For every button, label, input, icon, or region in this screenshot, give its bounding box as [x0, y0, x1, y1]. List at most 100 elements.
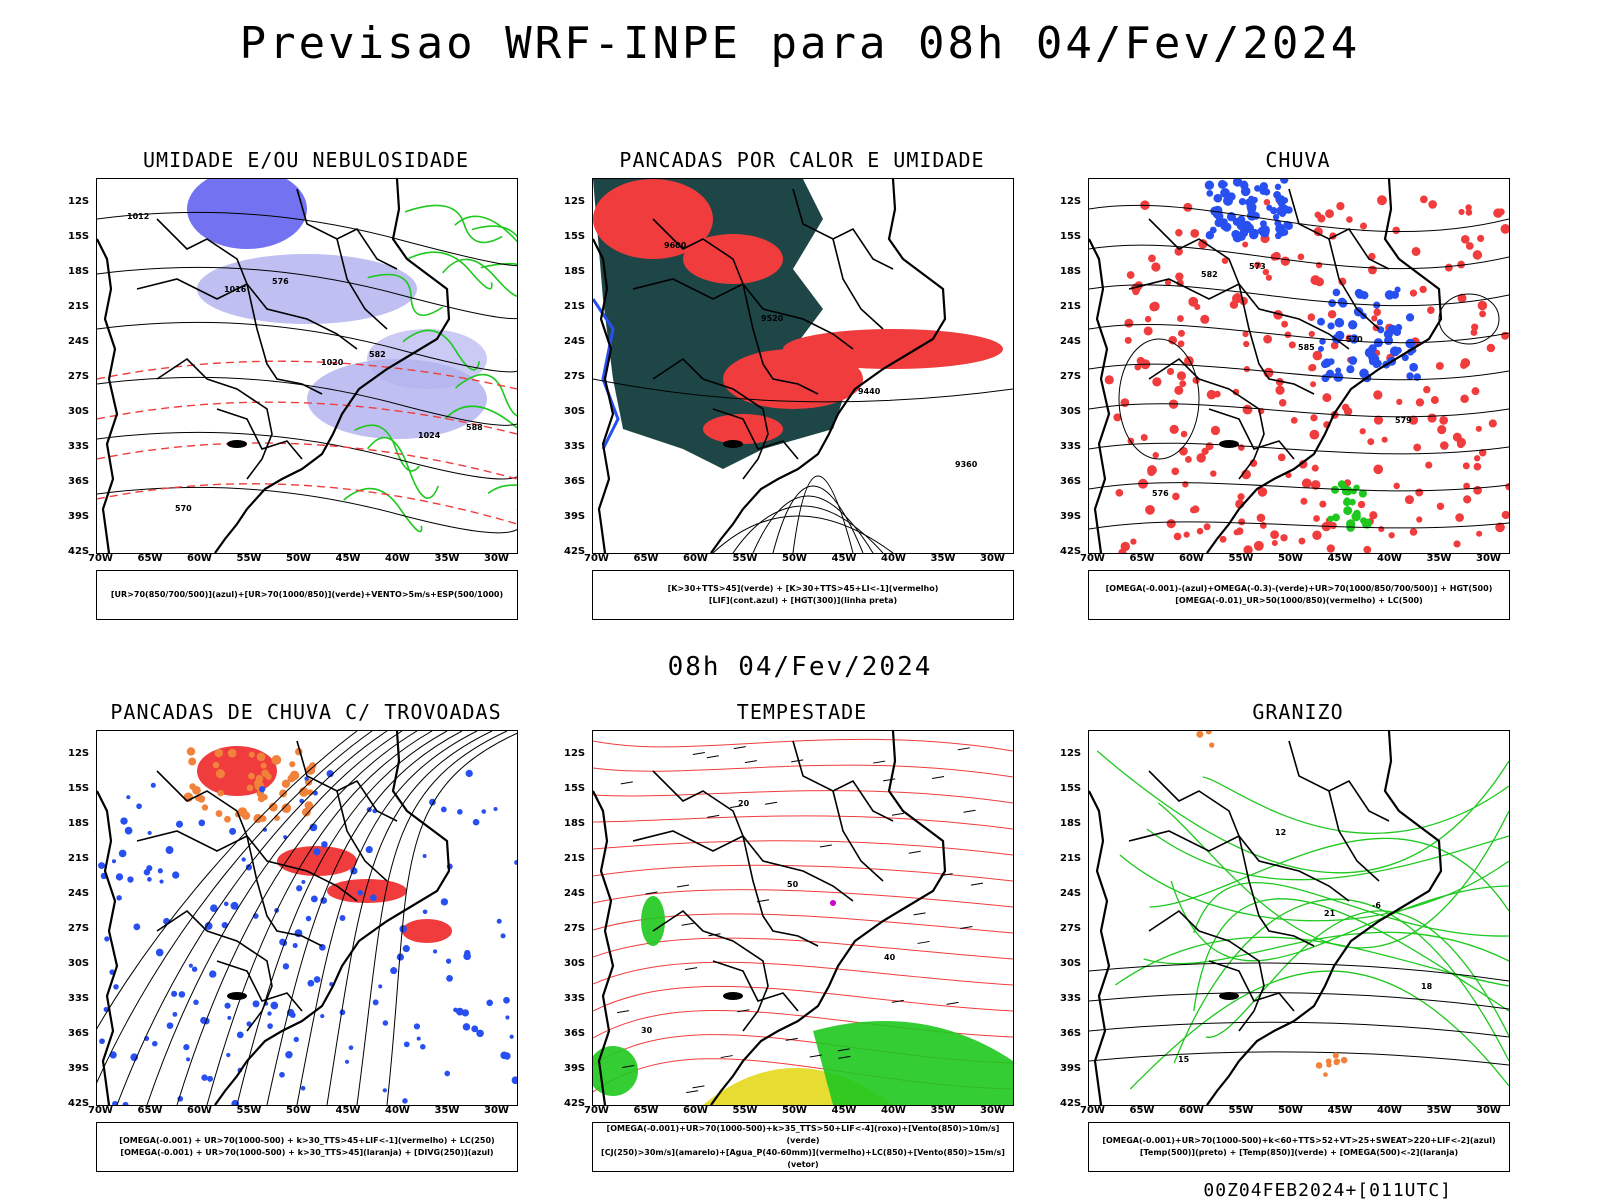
field-cell: [1364, 347, 1375, 358]
field-cell: [339, 915, 346, 921]
field-cell: [1435, 361, 1444, 370]
field-cell: [348, 1045, 354, 1050]
latitude-label: 39S: [564, 1063, 586, 1074]
field-cell: [1376, 319, 1384, 326]
weather-map-panel[interactable]: 1012 1016 1020 1024 570 576 582 588: [96, 178, 518, 554]
latitude-label: 30S: [564, 958, 586, 969]
contour-value-label: 9440: [858, 387, 881, 396]
field-cell: [1232, 388, 1240, 396]
field-cell: [1242, 241, 1249, 248]
field-cell: [1406, 372, 1414, 380]
longitude-label: 50W: [1278, 1105, 1303, 1116]
latitude-label: 27S: [564, 371, 586, 382]
field-cell: [201, 804, 209, 811]
contour-value-label: 1012: [127, 212, 149, 221]
field-cell: [310, 895, 318, 903]
weather-map-panel[interactable]: 21 18 15 12 -6: [1088, 730, 1510, 1106]
latitude-label: 39S: [1060, 511, 1082, 522]
latitude-label: 33S: [564, 441, 586, 452]
field-cell: [1409, 362, 1418, 372]
weather-map-panel[interactable]: 9600 9520 9440 9360: [592, 178, 1014, 554]
state-border: [712, 960, 799, 1012]
field-cell: [304, 776, 309, 781]
field-cell: [1309, 429, 1320, 440]
contour-value-label: 9520: [761, 314, 784, 323]
contour-value-label: 40: [884, 953, 896, 962]
contour-value-label: 9600: [664, 241, 687, 250]
field-cell: [241, 811, 251, 820]
field-cell: [1196, 731, 1204, 738]
geopotential-contour: [1089, 244, 1509, 270]
state-border: [336, 238, 388, 330]
precipitable-water-contour: [593, 961, 1013, 986]
wind-vector: [645, 891, 658, 895]
longitude-label: 70W: [1080, 553, 1105, 564]
weather-map-panel[interactable]: 582 585 579 576 573 570: [1088, 178, 1510, 554]
field-cell: [1200, 314, 1210, 324]
precipitable-water-contour: [593, 937, 1013, 960]
coastline: [214, 179, 451, 553]
field-cell: [1166, 367, 1175, 376]
field-cell: [1284, 331, 1292, 339]
field-cell: [1343, 506, 1353, 516]
latitude-label: 39S: [564, 511, 586, 522]
contour-value-label: -6: [1372, 901, 1381, 910]
field-cell: [1409, 528, 1418, 536]
field-cell: [155, 948, 164, 957]
field-cell: [440, 898, 449, 906]
field-cell: [1383, 335, 1394, 346]
longitude-label: 45W: [335, 1105, 361, 1116]
longitude-label: 70W: [1080, 1105, 1105, 1116]
field-cell: [413, 1023, 421, 1030]
state-border: [652, 770, 744, 837]
wind-vector: [819, 844, 832, 848]
longitude-label: 40W: [1377, 553, 1402, 564]
wind-vector: [809, 1054, 822, 1058]
field-cell: [1415, 398, 1425, 407]
latitude-label: 12S: [68, 748, 90, 759]
latitude-label: 33S: [1060, 441, 1082, 452]
field-cell: [1453, 540, 1461, 548]
field-cell: [1335, 367, 1342, 374]
field-cell: [1297, 253, 1305, 261]
field-cell: [1408, 415, 1419, 425]
field-cell: [1280, 534, 1288, 542]
field-cell: [1113, 413, 1122, 422]
latitude-label: 21S: [68, 853, 90, 864]
longitude-label: 35W: [434, 1105, 460, 1116]
field-cell: [300, 1085, 306, 1091]
field-cell: [210, 904, 218, 912]
map-canvas: 21 18 15 12 -6: [1089, 731, 1509, 1105]
precipitable-water-contour: [593, 889, 1013, 908]
height-contour: [772, 485, 864, 553]
lagoon: [723, 440, 743, 448]
longitude-label: 65W: [633, 553, 659, 564]
field-cell: [1325, 209, 1334, 219]
field-cell: [1317, 317, 1325, 326]
longitude-label: 60W: [187, 553, 212, 564]
field-cell: [1307, 313, 1316, 322]
wind-vector: [837, 1048, 850, 1052]
field-cell: [1326, 369, 1335, 378]
field-cell: [382, 1088, 387, 1093]
field-cell: [289, 1012, 296, 1018]
latitude-label: 30S: [68, 958, 90, 969]
field-cell: [471, 1025, 479, 1033]
longitude-label: 30W: [484, 1105, 509, 1116]
contour-value-label: 15: [1178, 1055, 1190, 1064]
streamline: [146, 731, 403, 1105]
field-cell: [1175, 229, 1183, 237]
state-border: [156, 909, 208, 932]
state-border: [702, 930, 769, 1032]
field-cell: [1183, 531, 1190, 538]
field-cell: [455, 1007, 464, 1016]
contour-value-label: 570: [1346, 335, 1363, 344]
weather-map-panel[interactable]: 50 40 30 20: [592, 730, 1014, 1106]
field-cell: [118, 849, 127, 858]
field-cell: [1253, 540, 1264, 551]
field-cell: [256, 752, 266, 762]
streamline: [206, 731, 433, 1105]
temperature-850-contour: [1202, 776, 1509, 834]
state-border: [652, 909, 704, 932]
weather-map-panel[interactable]: [96, 730, 518, 1106]
